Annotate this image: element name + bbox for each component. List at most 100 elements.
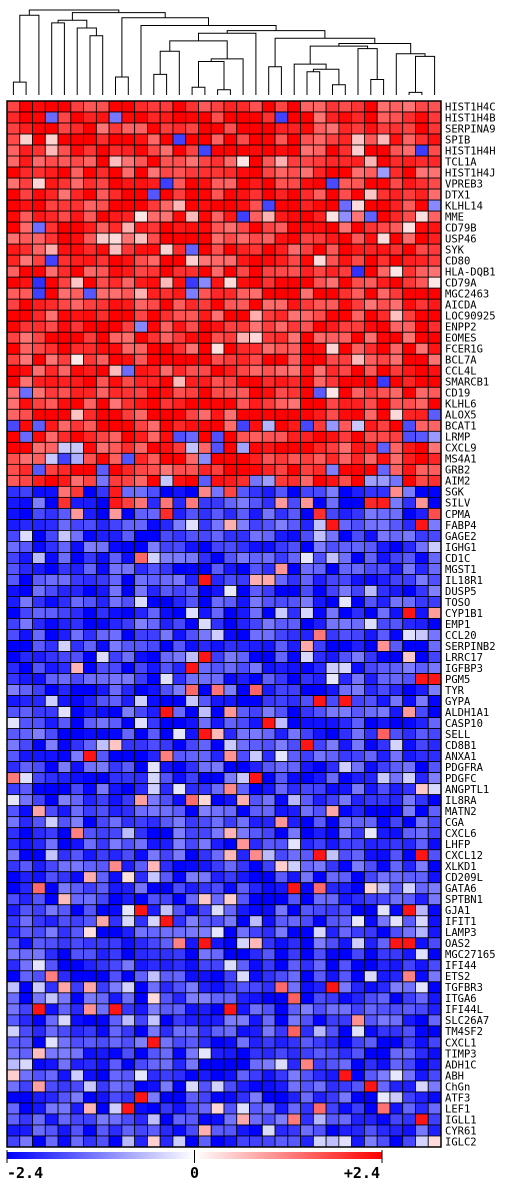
heatmap-cell (70, 871, 84, 884)
heatmap-cell (223, 463, 238, 476)
heatmap-cell (249, 772, 263, 785)
heatmap-cell (134, 981, 148, 994)
heatmap-cell (210, 188, 225, 201)
heatmap-cell (389, 1036, 404, 1049)
heatmap-cell (364, 144, 378, 157)
heatmap-cell (274, 221, 289, 234)
heatmap-cell (19, 364, 33, 377)
heatmap-cell (134, 519, 148, 531)
heatmap-cell (364, 684, 378, 696)
heatmap-cell (19, 563, 33, 575)
heatmap-cell (325, 1036, 340, 1049)
heatmap-cell (198, 265, 212, 278)
heatmap-cell (121, 717, 136, 730)
heatmap-cell (44, 232, 59, 245)
heatmap-cell (236, 838, 250, 851)
heatmap-cell (261, 585, 276, 597)
heatmap-cell (389, 849, 404, 862)
heatmap-cell (249, 706, 263, 718)
heatmap-cell (147, 1113, 161, 1126)
heatmap-cell (95, 463, 110, 476)
heatmap-cell (287, 342, 301, 355)
heatmap-cell (389, 838, 404, 851)
heatmap-cell (147, 607, 161, 619)
heatmap-cell (351, 199, 365, 212)
heatmap-cell (95, 948, 110, 961)
heatmap-cell (312, 706, 327, 718)
heatmap-cell (376, 673, 391, 685)
heatmap-cell (300, 496, 314, 509)
heatmap-cell (364, 629, 378, 641)
heatmap-cell (95, 662, 110, 674)
heatmap-cell (44, 1058, 59, 1071)
heatmap-cell (338, 430, 353, 443)
heatmap-cell (389, 596, 404, 608)
heatmap-cell (185, 1036, 199, 1049)
heatmap-cell (70, 706, 84, 718)
heatmap-cell (19, 805, 33, 818)
heatmap-cell (364, 783, 378, 796)
heatmap-cell (32, 331, 46, 344)
heatmap-cell (351, 276, 365, 289)
gene-label: ALOX5 (445, 410, 477, 422)
heatmap-cell (402, 948, 416, 961)
heatmap-cell (364, 1124, 378, 1137)
heatmap-cell (83, 563, 97, 575)
heatmap-cell (6, 640, 21, 652)
heatmap-cell (300, 838, 314, 851)
heatmap-cell (274, 827, 289, 840)
heatmap-cell (172, 265, 187, 278)
heatmap-cell (121, 320, 136, 333)
heatmap-cell (121, 133, 136, 146)
heatmap-cell (427, 485, 442, 498)
heatmap-cell (159, 353, 174, 366)
heatmap-cell (159, 122, 174, 135)
heatmap-cell (249, 100, 263, 113)
heatmap-cell (351, 221, 365, 234)
heatmap-cell (134, 673, 148, 685)
heatmap-cell (312, 860, 327, 873)
heatmap-cell (415, 1069, 429, 1082)
heatmap-cell (223, 276, 238, 289)
heatmap-cell (402, 133, 416, 146)
heatmap-cell (274, 144, 289, 157)
heatmap-cell (95, 188, 110, 201)
heatmap-cell (198, 838, 212, 851)
heatmap-cell (312, 111, 327, 124)
heatmap-cell (223, 430, 238, 443)
heatmap-cell (300, 1080, 314, 1093)
heatmap-cell (147, 111, 161, 124)
heatmap-cell (415, 805, 429, 818)
heatmap-cell (325, 430, 340, 443)
heatmap-cell (364, 254, 378, 267)
heatmap-cell (134, 541, 148, 553)
heatmap-cell (427, 430, 442, 443)
heatmap-cell (402, 485, 416, 498)
heatmap-cell (389, 364, 404, 377)
gene-label: CCL4L (445, 366, 477, 378)
heatmap-cell (261, 353, 276, 366)
heatmap-cell (338, 530, 353, 542)
heatmap-cell (83, 772, 97, 785)
heatmap-cell (159, 651, 174, 663)
heatmap-cell (364, 1069, 378, 1082)
heatmap-cell (147, 320, 161, 333)
heatmap-cell (83, 651, 97, 663)
heatmap-cell (351, 166, 365, 179)
heatmap-cell (338, 309, 353, 322)
gene-label: BCL7A (445, 355, 477, 367)
heatmap-cell (185, 342, 199, 355)
heatmap-cell (287, 1113, 301, 1126)
heatmap-cell (121, 1135, 136, 1148)
heatmap-cell (287, 199, 301, 212)
heatmap-cell (415, 221, 429, 234)
heatmap-cell (57, 926, 72, 939)
heatmap-cell (32, 970, 46, 983)
heatmap-cell (389, 992, 404, 1005)
heatmap-cell (172, 805, 187, 818)
heatmap-cell (427, 243, 442, 256)
heatmap-cell (198, 761, 212, 774)
heatmap-cell (185, 783, 199, 796)
heatmap-cell (389, 717, 404, 730)
heatmap-cell (287, 265, 301, 278)
